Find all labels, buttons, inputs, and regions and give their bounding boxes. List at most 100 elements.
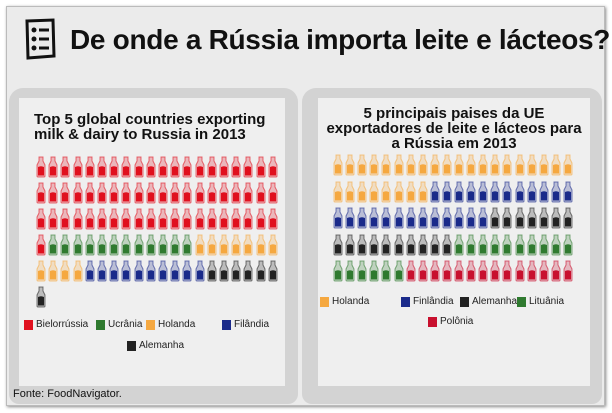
checklist-icon <box>25 18 56 60</box>
bottle-finlândia <box>333 207 343 229</box>
bottle-bielorrússia <box>182 208 192 230</box>
bottle-lituânia <box>551 234 561 256</box>
bottle-bielorrússia <box>158 156 168 178</box>
bottle-bielorrússia <box>146 208 156 230</box>
bottle-bielorrússia <box>85 182 95 204</box>
bottle-holanda <box>394 181 404 203</box>
legend-swatch <box>146 319 155 330</box>
bottle-bielorrússia <box>36 156 46 178</box>
bottle-holanda <box>406 181 416 203</box>
bottle-polônia <box>454 260 464 282</box>
bottle-holanda <box>527 154 537 176</box>
bottle-alemanha <box>551 207 561 229</box>
bottle-filândia <box>121 260 131 282</box>
bottle-finlândia <box>563 181 573 203</box>
bottle-alemanha <box>502 207 512 229</box>
bottle-holanda <box>256 234 266 256</box>
bottle-holanda <box>394 154 404 176</box>
bottle-polônia <box>442 260 452 282</box>
bottle-bielorrússia <box>109 208 119 230</box>
bottle-filândia <box>97 260 107 282</box>
bottle-finlândia <box>381 207 391 229</box>
bottle-ucrânia <box>146 234 156 256</box>
bottle-bielorrússia <box>73 182 83 204</box>
bottle-holanda <box>418 154 428 176</box>
bottle-polônia <box>515 260 525 282</box>
bottle-finlândia <box>502 181 512 203</box>
bottle-alemanha <box>527 207 537 229</box>
bottle-bielorrússia <box>158 208 168 230</box>
bottle-bielorrússia <box>146 182 156 204</box>
bottle-ucrânia <box>48 234 58 256</box>
legend-item-bielorrússia: Bielorrússia <box>24 319 88 330</box>
bottle-bielorrússia <box>146 156 156 178</box>
legend-label: Polônia <box>440 316 474 327</box>
bottle-lituânia <box>369 260 379 282</box>
bottle-polônia <box>478 260 488 282</box>
bottle-bielorrússia <box>256 208 266 230</box>
bottle-holanda <box>219 234 229 256</box>
bottle-holanda <box>442 154 452 176</box>
bottle-bielorrússia <box>231 182 241 204</box>
bottle-holanda <box>490 154 500 176</box>
bottle-finlândia <box>466 181 476 203</box>
bottle-bielorrússia <box>109 156 119 178</box>
bottle-holanda <box>406 154 416 176</box>
bottle-bielorrússia <box>36 208 46 230</box>
bottle-bielorrússia <box>219 182 229 204</box>
bottle-alemanha <box>345 234 355 256</box>
bottle-finlândia <box>430 207 440 229</box>
bottle-holanda <box>515 154 525 176</box>
bottle-alemanha <box>231 260 241 282</box>
legend-swatch <box>460 296 469 307</box>
bottle-lituânia <box>394 260 404 282</box>
bottle-filândia <box>170 260 180 282</box>
bottle-lituânia <box>466 234 476 256</box>
bottle-lituânia <box>454 234 464 256</box>
bottle-holanda <box>268 234 278 256</box>
bottle-bielorrússia <box>256 182 266 204</box>
bottle-bielorrússia <box>268 208 278 230</box>
bottle-polônia <box>418 260 428 282</box>
bottle-bielorrússia <box>134 182 144 204</box>
bottle-finlândia <box>454 181 464 203</box>
bottle-ucrânia <box>182 234 192 256</box>
bottle-finlândia <box>551 181 561 203</box>
bottle-filândia <box>195 260 205 282</box>
bottle-finlândia <box>539 181 549 203</box>
bottle-ucrânia <box>134 234 144 256</box>
bottle-polônia <box>406 260 416 282</box>
bottle-holanda <box>207 234 217 256</box>
bottle-holanda <box>418 181 428 203</box>
bottle-lituânia <box>490 234 500 256</box>
bottle-bielorrússia <box>170 156 180 178</box>
bottle-holanda <box>539 154 549 176</box>
bottle-polônia <box>563 260 573 282</box>
bottle-bielorrússia <box>207 182 217 204</box>
bottle-bielorrússia <box>97 182 107 204</box>
bottle-holanda <box>345 181 355 203</box>
legend-item-lituânia: Lituânia <box>517 296 564 307</box>
bottle-bielorrússia <box>219 208 229 230</box>
bottle-bielorrússia <box>195 156 205 178</box>
bottle-holanda <box>36 260 46 282</box>
legend-item-filândia: Filândia <box>222 319 269 330</box>
bottle-alemanha <box>357 234 367 256</box>
bottle-lituânia <box>527 234 537 256</box>
legend-label: Finlândia <box>413 296 454 307</box>
legend-swatch <box>517 296 526 307</box>
bottle-bielorrússia <box>60 182 70 204</box>
bottle-bielorrússia <box>243 156 253 178</box>
bottle-bielorrússia <box>48 182 58 204</box>
bottle-alemanha <box>219 260 229 282</box>
bottle-ucrânia <box>85 234 95 256</box>
bottle-holanda <box>454 154 464 176</box>
bottle-filândia <box>134 260 144 282</box>
bottle-bielorrússia <box>231 208 241 230</box>
bottle-alemanha <box>243 260 253 282</box>
bottle-lituânia <box>539 234 549 256</box>
legend-item-finlândia: Finlândia <box>401 296 454 307</box>
bottle-finlândia <box>442 207 452 229</box>
bottle-filândia <box>146 260 156 282</box>
bottle-alemanha <box>36 286 46 308</box>
